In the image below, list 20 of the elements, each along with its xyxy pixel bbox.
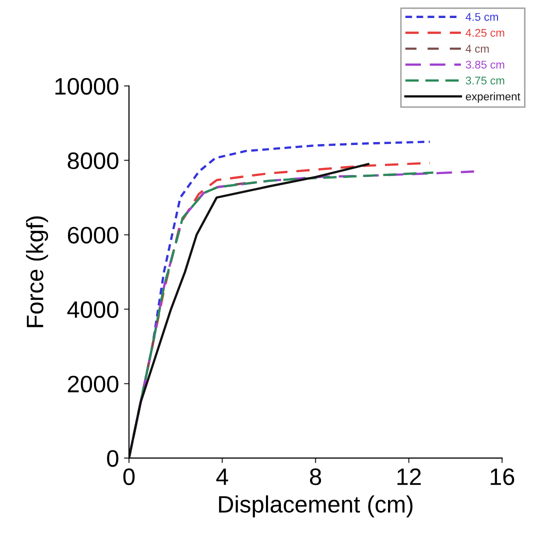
text: 4.5 cm [466, 13, 498, 21]
y-tick-label: 10000 [55, 78, 118, 95]
text: 3.85 cm [466, 60, 504, 69]
x-tick-label: 0 [123, 468, 135, 486]
text: 4 cm [466, 44, 489, 53]
y-tick-label: 6000 [68, 226, 118, 244]
text: experiment [466, 92, 520, 103]
y-tick-label: 4000 [67, 301, 118, 318]
x-axis-title: Displacement (cm) [219, 495, 412, 518]
y-tick-label: 8000 [68, 152, 118, 170]
text: 4.25 cm [466, 28, 504, 37]
x-tick-label: 12 [397, 468, 421, 485]
y-axis-title: Force (kgf) [26, 216, 48, 328]
x-tick-label: 8 [310, 468, 322, 486]
line-series [128, 162, 370, 458]
y-tick-label: 2000 [68, 376, 118, 392]
x-tick-label: 16 [490, 468, 514, 486]
x-tick-label: 4 [216, 468, 228, 485]
y-tick-label: 0 [107, 450, 118, 467]
text: 3.75 cm [466, 76, 504, 84]
